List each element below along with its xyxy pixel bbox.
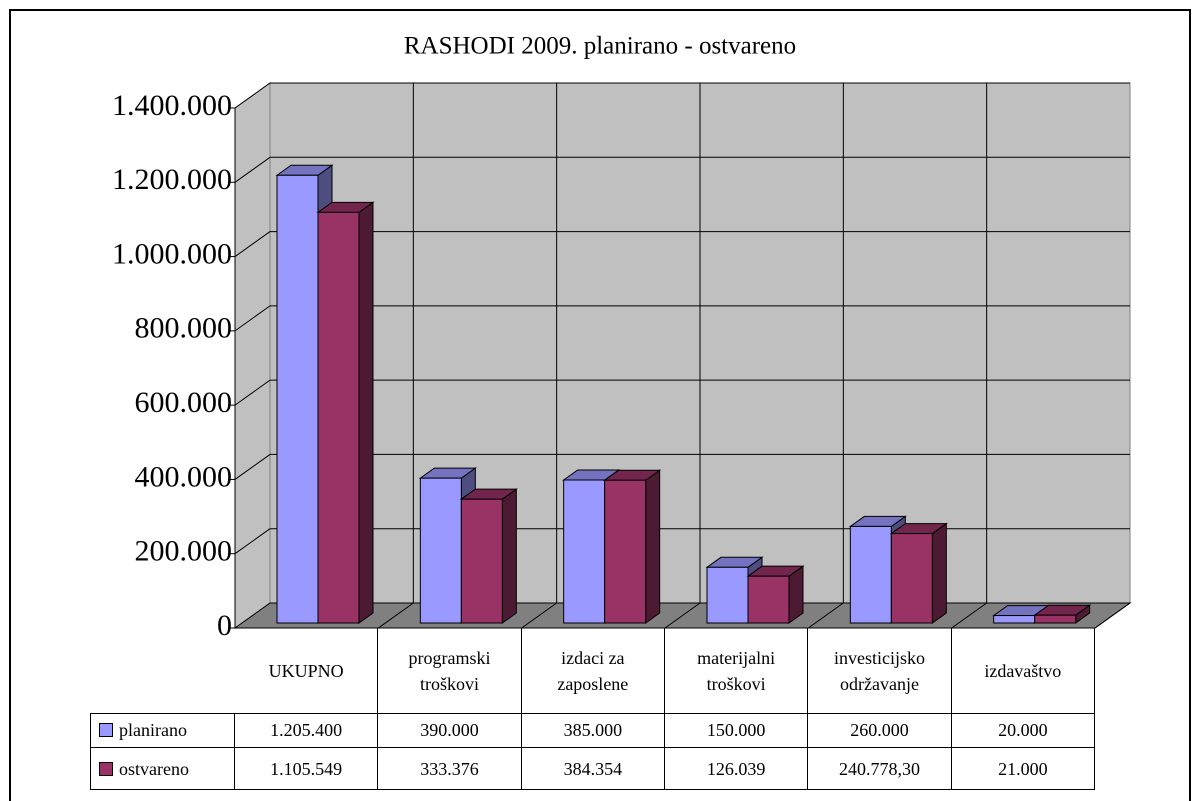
grid-line [234, 305, 271, 332]
y-tick-label: 200.000 [135, 535, 233, 568]
y-tick-label: 400.000 [135, 460, 233, 493]
bar [317, 211, 360, 624]
bar [604, 479, 647, 624]
grid-line [234, 379, 271, 406]
value-cell: 385.000 [521, 713, 665, 748]
category-cell: UKUPNO [235, 628, 379, 713]
value-cell: 150.000 [665, 713, 809, 748]
category-cell: izdavaštvo [952, 628, 1095, 713]
bar [747, 575, 790, 624]
grid-line [234, 156, 271, 183]
category-cell: izdaci za zaposlene [522, 628, 665, 713]
floor-line [951, 602, 987, 629]
side-wall [234, 82, 271, 629]
y-tick-label: 800.000 [135, 312, 233, 345]
bar-side [358, 201, 374, 624]
bar [993, 615, 1036, 624]
y-tick-label: 1.400.000 [112, 89, 232, 122]
value-cell: 1.205.400 [235, 713, 379, 748]
legend-swatch [99, 723, 113, 737]
y-tick-label: 1.000.000 [112, 237, 232, 270]
legend-cell: planirano [90, 713, 235, 748]
grid-line [234, 231, 271, 257]
bar [1034, 614, 1077, 624]
y-tick-label: 0 [217, 609, 232, 642]
value-cell: 390.000 [378, 713, 522, 748]
category-cell: investicijsko održavanje [808, 628, 952, 713]
value-cell: 384.354 [521, 748, 665, 790]
category-cell: programski troškovi [378, 628, 522, 713]
bar-side [931, 522, 947, 624]
legend-swatch [99, 761, 113, 776]
value-cell: 21.000 [951, 748, 1095, 790]
legend-label: planirano [119, 720, 187, 740]
bar [890, 533, 933, 624]
bar [706, 566, 749, 624]
bar-side [501, 488, 517, 624]
grid-line [234, 82, 271, 109]
value-cell: 260.000 [808, 713, 952, 748]
value-cell: 1.105.549 [235, 748, 379, 790]
grid-line [234, 454, 271, 480]
floor-line [521, 602, 557, 629]
table-line [90, 713, 1095, 714]
bar [419, 477, 462, 624]
chart-border [9, 9, 1191, 801]
bar [563, 479, 606, 624]
y-tick-label: 1.200.000 [112, 163, 232, 196]
floor-edge [1094, 602, 1131, 629]
value-cell: 20.000 [951, 713, 1095, 748]
bar [460, 498, 503, 624]
value-cell: 333.376 [378, 748, 522, 790]
legend-cell: ostvareno [90, 748, 235, 790]
grid-line [234, 528, 271, 555]
bar [276, 174, 319, 624]
value-cell: 126.039 [665, 748, 809, 790]
legend-label: ostvareno [119, 758, 189, 779]
floor-line [808, 602, 844, 629]
floor-line [664, 602, 701, 629]
floor-line [378, 602, 414, 629]
category-cell: materijalni troškovi [665, 628, 809, 713]
y-tick-label: 600.000 [135, 386, 233, 419]
value-cell: 240.778,30 [808, 748, 952, 790]
bar-side [645, 469, 661, 624]
chart-title: RASHODI 2009. planirano - ostvareno [404, 33, 796, 60]
bar [849, 525, 892, 624]
